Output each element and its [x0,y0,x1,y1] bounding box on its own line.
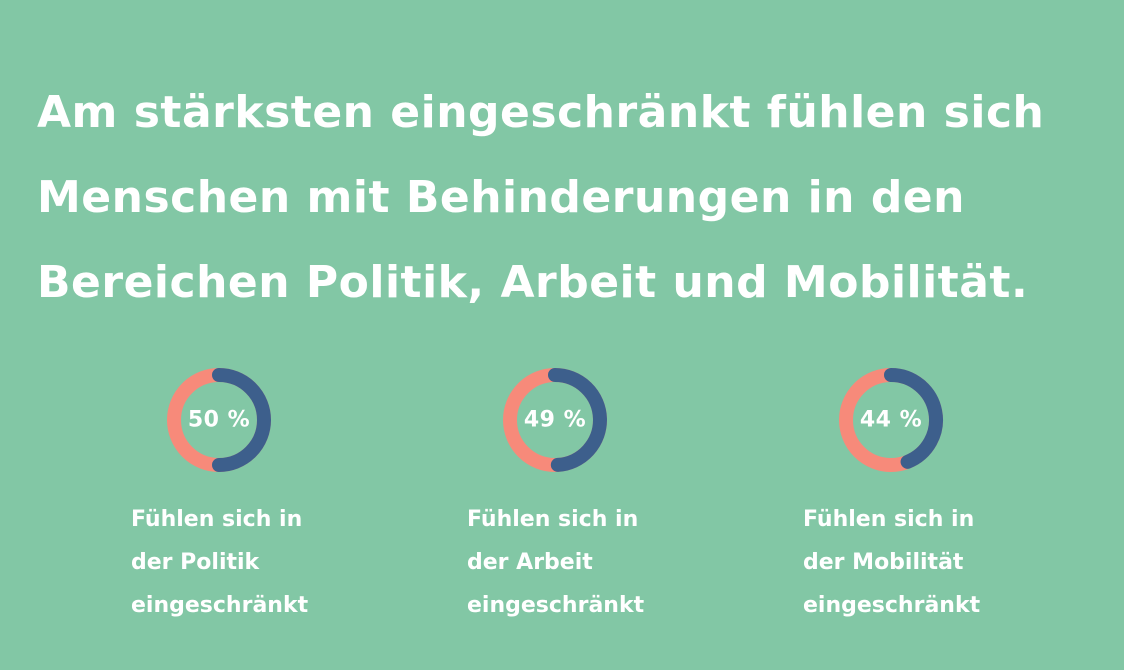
donut-svg-politik: 50 % [167,368,271,472]
caption-line-3: eingeschränkt [803,593,981,618]
caption-line-1: Fühlen sich in [803,507,975,532]
donut-percent-label: 50 % [188,408,250,433]
donut-chart-politik: 50 % [165,366,273,474]
caption-line-2: der Mobilität [803,550,964,575]
caption-line-2: der Politik [131,550,260,575]
donut-restricted-arc [884,368,943,469]
donut-percent-label: 49 % [524,408,586,433]
donut-svg-arbeit: 49 % [503,368,607,472]
headline: Am stärksten eingeschränkt fühlen sich M… [37,70,1097,325]
caption-line-3: eingeschränkt [467,593,645,618]
donut-restricted-arc [212,368,271,472]
caption-line-1: Fühlen sich in [131,507,303,532]
headline-line-3: Bereichen Politik, Arbeit und Mobilität. [37,257,1029,308]
donut-restricted-arc [548,368,607,472]
caption-arbeit: Fühlen sich in der Arbeit eingeschränkt [467,498,767,627]
caption-line-3: eingeschränkt [131,593,309,618]
caption-politik: Fühlen sich in der Politik eingeschränkt [131,498,431,627]
caption-mobilitaet: Fühlen sich in der Mobilität eingeschrän… [803,498,1103,627]
donut-svg-mobilitaet: 44 % [839,368,943,472]
headline-line-2: Menschen mit Behinderungen in den [37,172,965,223]
donut-percent-label: 44 % [860,408,922,433]
headline-line-1: Am stärksten eingeschränkt fühlen sich [37,87,1045,138]
donut-chart-mobilitaet: 44 % [837,366,945,474]
caption-line-1: Fühlen sich in [467,507,639,532]
donut-chart-arbeit: 49 % [501,366,609,474]
caption-line-2: der Arbeit [467,550,593,575]
